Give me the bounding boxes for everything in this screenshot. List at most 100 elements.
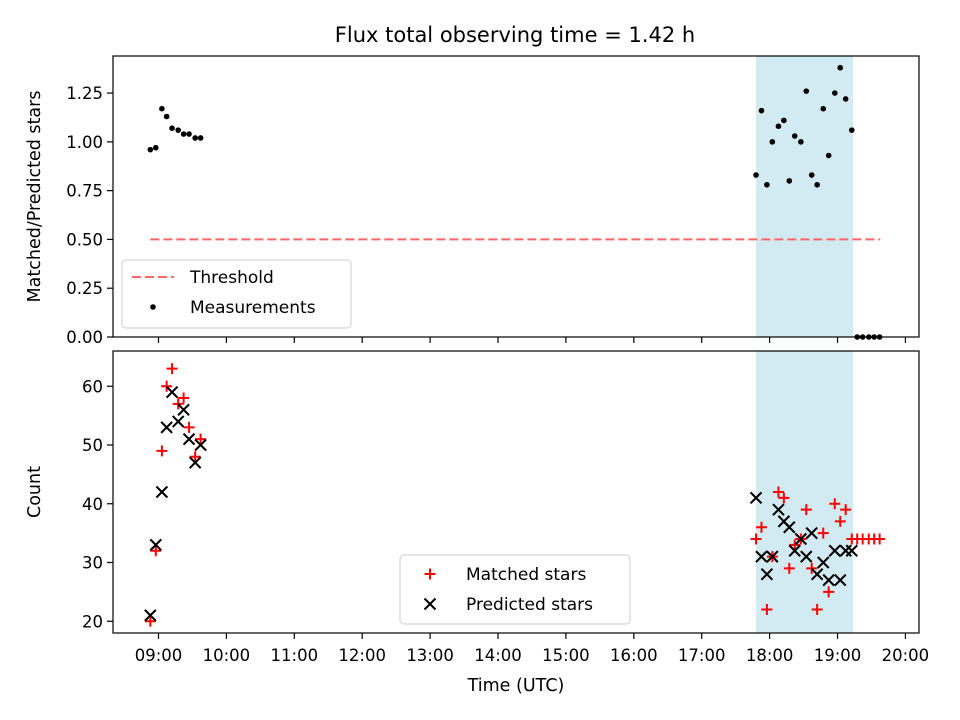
legend-threshold-label: Threshold xyxy=(189,268,274,288)
matched-star-point xyxy=(178,392,190,404)
measurement-point xyxy=(814,181,820,188)
bottom-legend-box xyxy=(399,554,631,625)
predicted-star-mark xyxy=(177,403,190,416)
top-y-tick-label: 0.50 xyxy=(66,230,103,249)
x-tick-label: 09:00 xyxy=(135,646,183,665)
matched-star-point xyxy=(755,521,767,533)
matched-star-point xyxy=(750,533,762,545)
measurement-point xyxy=(820,105,827,112)
measurement-point xyxy=(152,144,159,151)
legend-measurements-label: Measurements xyxy=(190,298,316,318)
bottom-y-tick-label: 30 xyxy=(82,554,103,573)
predicted-star-mark xyxy=(845,544,858,557)
measurement-point xyxy=(791,133,798,139)
bottom-axes-frame xyxy=(112,350,920,634)
bottom-legend: Matched stars Predicted stars xyxy=(399,554,631,625)
predicted-star-point xyxy=(845,544,858,557)
predicted-star-point xyxy=(160,421,173,434)
matched-star-point xyxy=(840,504,852,516)
predicted-star-mark xyxy=(160,421,173,434)
predicted-star-mark xyxy=(834,573,847,587)
top-y-tick-label: 0.00 xyxy=(66,328,103,347)
matched-star-point xyxy=(811,604,823,615)
measurement-point xyxy=(764,181,770,188)
legend-predicted-swatch xyxy=(423,597,437,611)
predicted-star-point xyxy=(783,521,796,534)
measurement-point xyxy=(175,127,181,133)
bottom-y-axis-label: Count xyxy=(25,466,45,518)
measurement-point xyxy=(186,131,192,137)
predicted-star-point xyxy=(805,526,818,540)
predicted-star-point xyxy=(822,573,835,587)
predicted-star-mark xyxy=(144,609,157,622)
predicted-star-point xyxy=(165,385,179,399)
predicted-star-mark xyxy=(766,550,779,563)
predicted-star-mark xyxy=(810,568,824,581)
legend-predicted-label: Predicted stars xyxy=(466,595,593,615)
legend-matched-label: Matched stars xyxy=(466,565,586,585)
matched-star-point xyxy=(172,398,184,410)
matched-star-point xyxy=(161,380,173,392)
x-tick-label: 19:00 xyxy=(814,646,862,665)
matched-star-point xyxy=(834,515,846,527)
predicted-star-mark xyxy=(794,532,808,546)
predicted-star-mark xyxy=(171,415,185,428)
top-y-tick-label: 0.25 xyxy=(66,279,103,298)
predicted-star-point xyxy=(772,503,785,516)
measurement-point xyxy=(798,139,804,145)
top-panel: 0.00 0.25 0.50 0.75 1.00 1.25 Matched/Predicte… xyxy=(25,55,920,347)
predicted-star-mark xyxy=(188,456,202,469)
x-tick-label: 17:00 xyxy=(678,646,726,665)
matched-star-point xyxy=(761,604,773,615)
bottom-panel: 20 30 40 50 60 09:00 10:00 11:00 12:00 13:00 14:00… xyxy=(25,350,929,696)
bottom-y-tick-label: 50 xyxy=(82,436,103,455)
measurement-point xyxy=(832,90,838,96)
x-axis-label: Time (UTC) xyxy=(467,676,565,696)
measurement-point xyxy=(758,107,765,114)
predicted-star-point xyxy=(810,568,824,581)
bottom-y-tick-label: 60 xyxy=(82,377,103,396)
predicted-star-mark xyxy=(828,544,842,557)
measurement-point xyxy=(848,127,855,133)
measurement-point xyxy=(197,135,204,141)
predicted-star-mark xyxy=(749,491,763,505)
predicted-star-point xyxy=(817,556,830,569)
measurement-point xyxy=(192,135,198,141)
predicted-star-mark xyxy=(755,550,768,563)
matched-star-point xyxy=(150,545,162,557)
predicted-star-mark xyxy=(822,573,835,587)
bottom-y-tick-label: 40 xyxy=(82,495,103,514)
predicted-star-mark xyxy=(783,521,796,534)
measurement-point xyxy=(769,139,776,145)
predicted-star-point xyxy=(749,491,763,505)
measurement-point xyxy=(159,105,165,112)
measurement-point xyxy=(808,172,815,178)
measurement-point xyxy=(753,172,759,178)
measurement-point xyxy=(169,125,175,132)
measurement-point xyxy=(147,146,154,153)
top-legend-box xyxy=(121,259,352,329)
matched-star-point xyxy=(189,451,201,463)
predicted-star-mark xyxy=(777,515,791,528)
measurement-point xyxy=(786,178,793,184)
x-tick-label: 18:00 xyxy=(746,646,794,665)
predicted-star-point xyxy=(194,438,207,452)
bottom-shaded-region xyxy=(756,351,854,633)
predicted-star-mark xyxy=(760,568,774,581)
top-y-tick-label: 1.25 xyxy=(66,84,103,103)
matched-star-point xyxy=(789,539,801,551)
matched-star-point xyxy=(783,562,795,574)
predicted-star-point xyxy=(755,550,768,563)
x-tick-label: 10:00 xyxy=(203,646,251,665)
predicted-star-point xyxy=(149,538,162,552)
x-tick-label: 14:00 xyxy=(474,646,522,665)
bottom-y-tick-label: 20 xyxy=(82,612,103,631)
predicted-star-mark xyxy=(800,550,813,563)
measurement-point xyxy=(781,117,787,124)
x-tick-label: 12:00 xyxy=(338,646,386,665)
predicted-star-point xyxy=(834,573,847,587)
matched-star-point xyxy=(800,504,812,516)
matched-star-point xyxy=(166,363,178,375)
top-legend: Threshold Measurements xyxy=(121,259,352,329)
